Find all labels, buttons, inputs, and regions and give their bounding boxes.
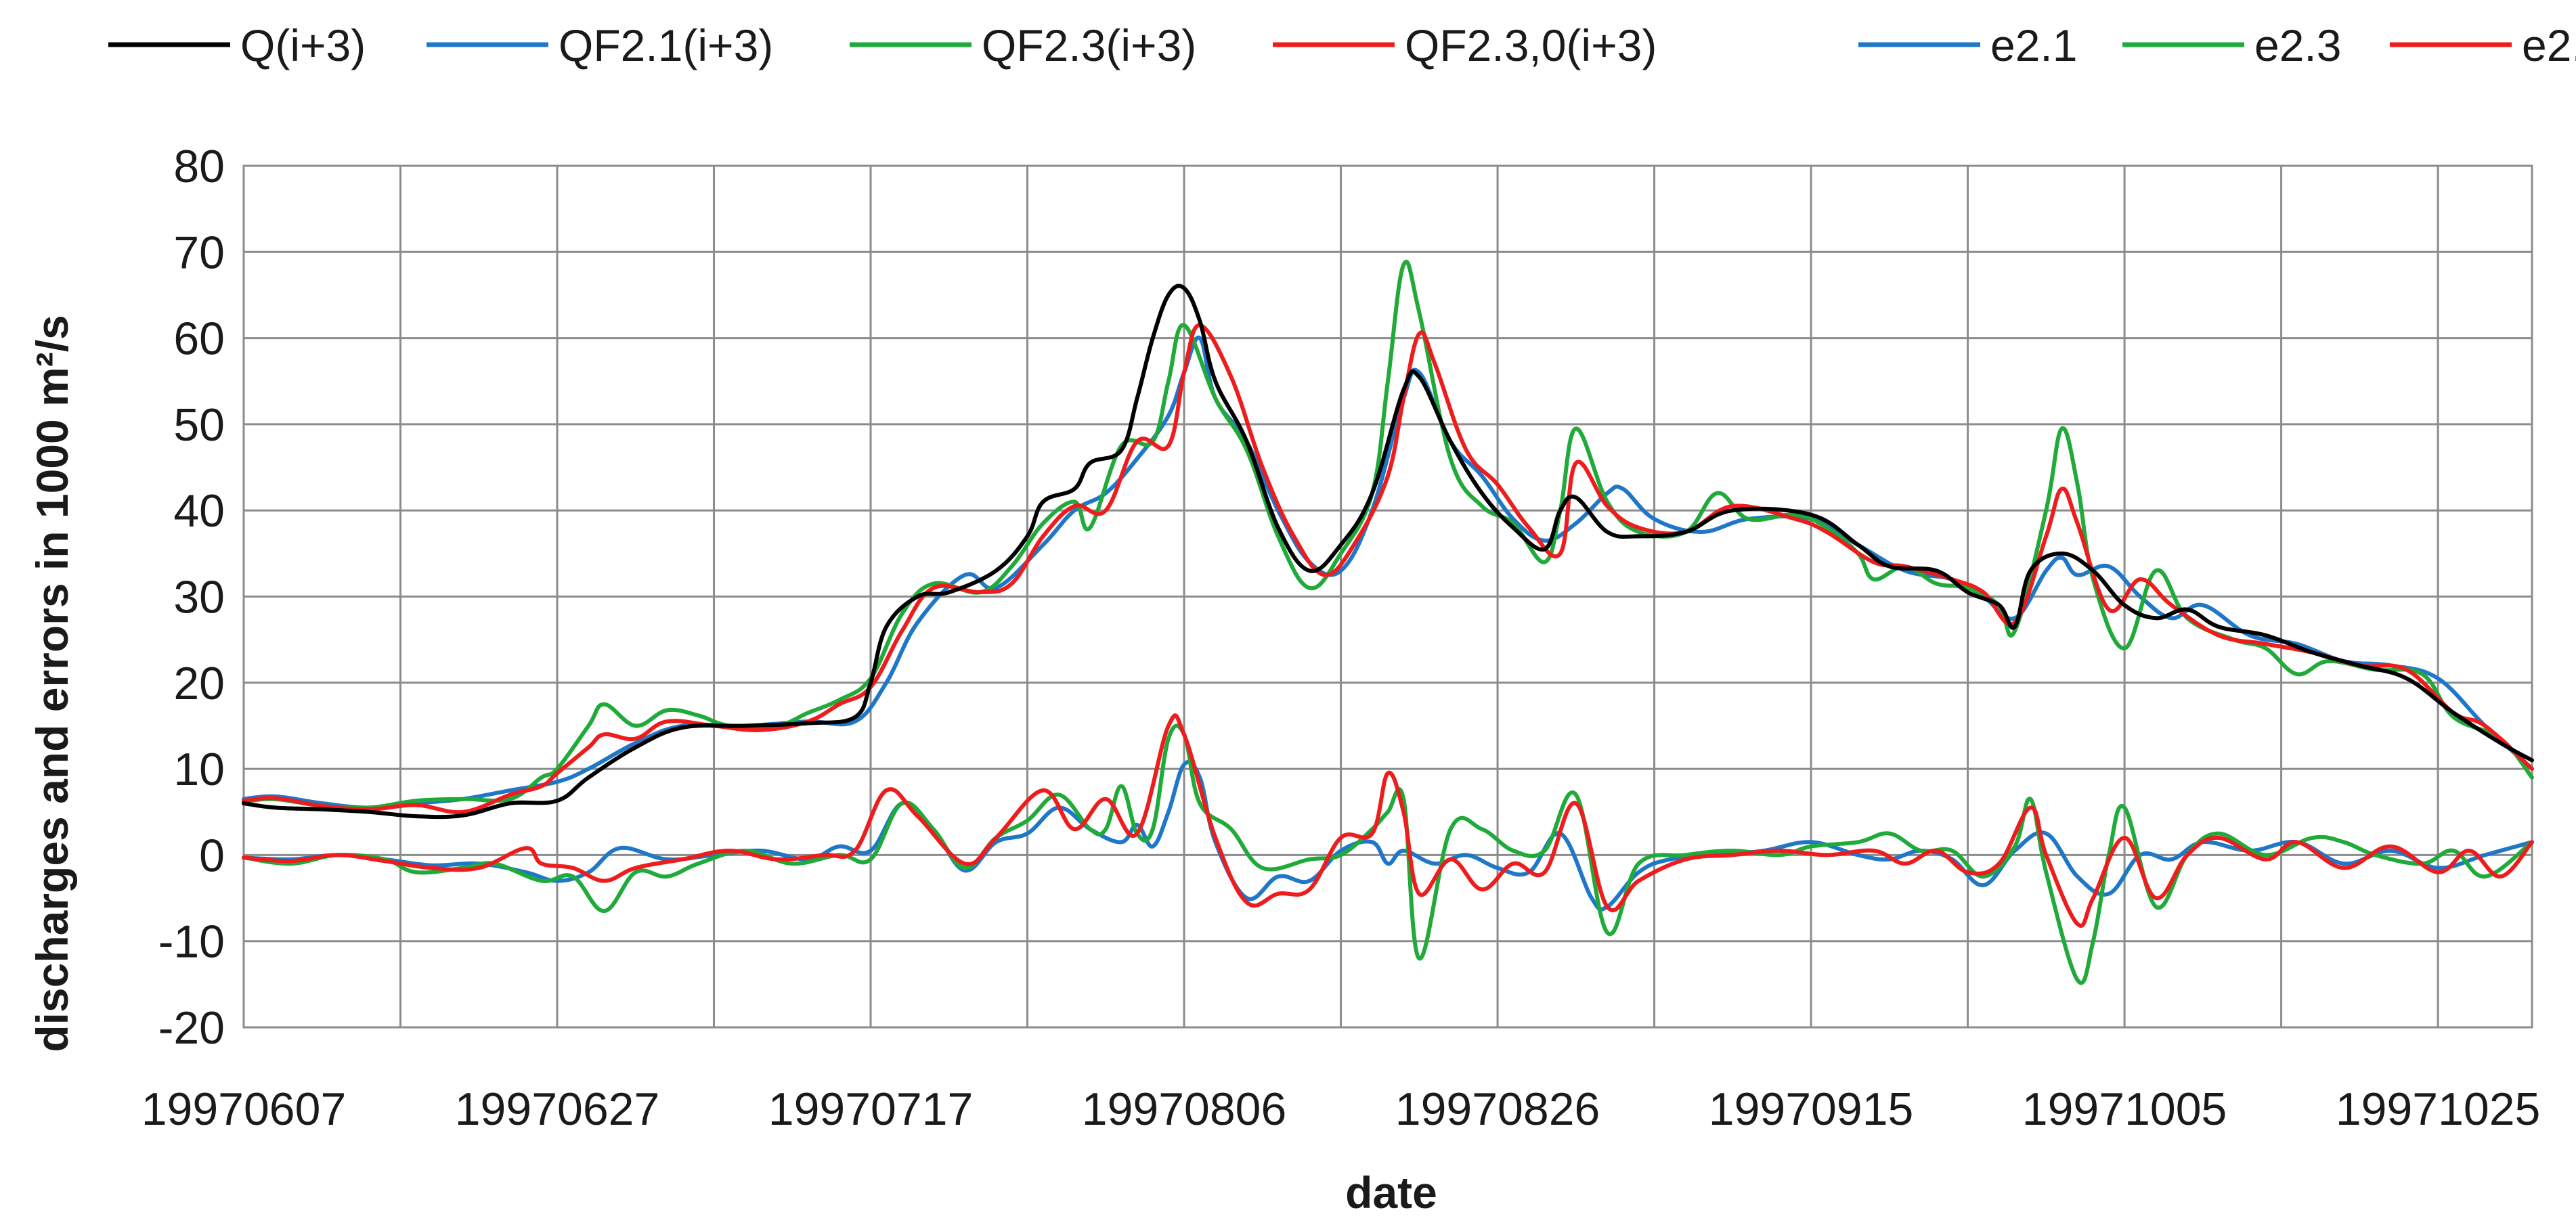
y-tick-label: -20 xyxy=(158,1002,225,1054)
series-lines xyxy=(242,259,2534,985)
x-tick-label: 19970806 xyxy=(1082,1083,1287,1135)
y-tick-label: -10 xyxy=(158,916,225,968)
y-tick-label: 40 xyxy=(173,485,225,537)
y-tick-label: 0 xyxy=(199,830,225,881)
x-axis: 19970607 19970627 19970717 19970806 19970826… xyxy=(141,1083,2541,1135)
x-tick-label: 19970826 xyxy=(1395,1083,1600,1135)
legend-label: QF2.3(i+3) xyxy=(982,20,1196,70)
legend-label: e2.3 xyxy=(2254,20,2341,70)
legend-item-e2-1: e2.1 xyxy=(1858,20,2077,70)
legend-label: QF2.3,0(i+3) xyxy=(1405,20,1657,70)
y-axis: -20 -10 0 10 20 30 40 50 60 70 80 xyxy=(158,141,225,1054)
legend-item-qf2-1-i-3: QF2.1(i+3) xyxy=(427,20,773,70)
series-line-qf2-3-0-i-3 xyxy=(242,323,2534,815)
y-tick-label: 70 xyxy=(173,227,225,278)
legend-label: e2.1 xyxy=(1990,20,2077,70)
y-tick-label: 50 xyxy=(173,399,225,451)
y-tick-label: 20 xyxy=(173,658,225,709)
y-tick-label: 60 xyxy=(173,313,225,365)
legend-item-e2-3-0: e2.3,0 xyxy=(2390,20,2576,70)
series-line-e2-3-0 xyxy=(242,713,2534,928)
x-axis-title: date xyxy=(1345,1167,1437,1217)
legend-label: QF2.1(i+3) xyxy=(559,20,773,70)
x-tick-label: 19971025 xyxy=(2336,1083,2541,1135)
gridlines xyxy=(244,164,2532,1029)
legend-label: Q(i+3) xyxy=(240,20,366,70)
legend-item-qf2-3-0-i-3: QF2.3,0(i+3) xyxy=(1273,20,1657,70)
y-tick-label: 80 xyxy=(173,141,225,192)
x-tick-label: 19970607 xyxy=(141,1083,347,1135)
legend-item-e2-3: e2.3 xyxy=(2122,20,2341,70)
y-tick-label: 30 xyxy=(173,572,225,623)
x-tick-label: 19970717 xyxy=(768,1083,974,1135)
x-tick-label: 19971005 xyxy=(2022,1083,2227,1135)
legend: Q(i+3) QF2.1(i+3) QF2.3(i+3) QF2.3,0(i+3) e2… xyxy=(108,20,2576,70)
y-tick-label: 10 xyxy=(173,744,225,795)
x-tick-label: 19970915 xyxy=(1709,1083,1914,1135)
series-line-q-i-3 xyxy=(242,284,2534,820)
legend-item-qf2-3-i-3: QF2.3(i+3) xyxy=(850,20,1196,70)
y-axis-title: discharges and errors in 1000 m²/s xyxy=(27,315,77,1052)
legend-label: e2.3,0 xyxy=(2522,20,2576,70)
x-tick-label: 19970627 xyxy=(455,1083,660,1135)
legend-item-q-i-3: Q(i+3) xyxy=(108,20,366,70)
